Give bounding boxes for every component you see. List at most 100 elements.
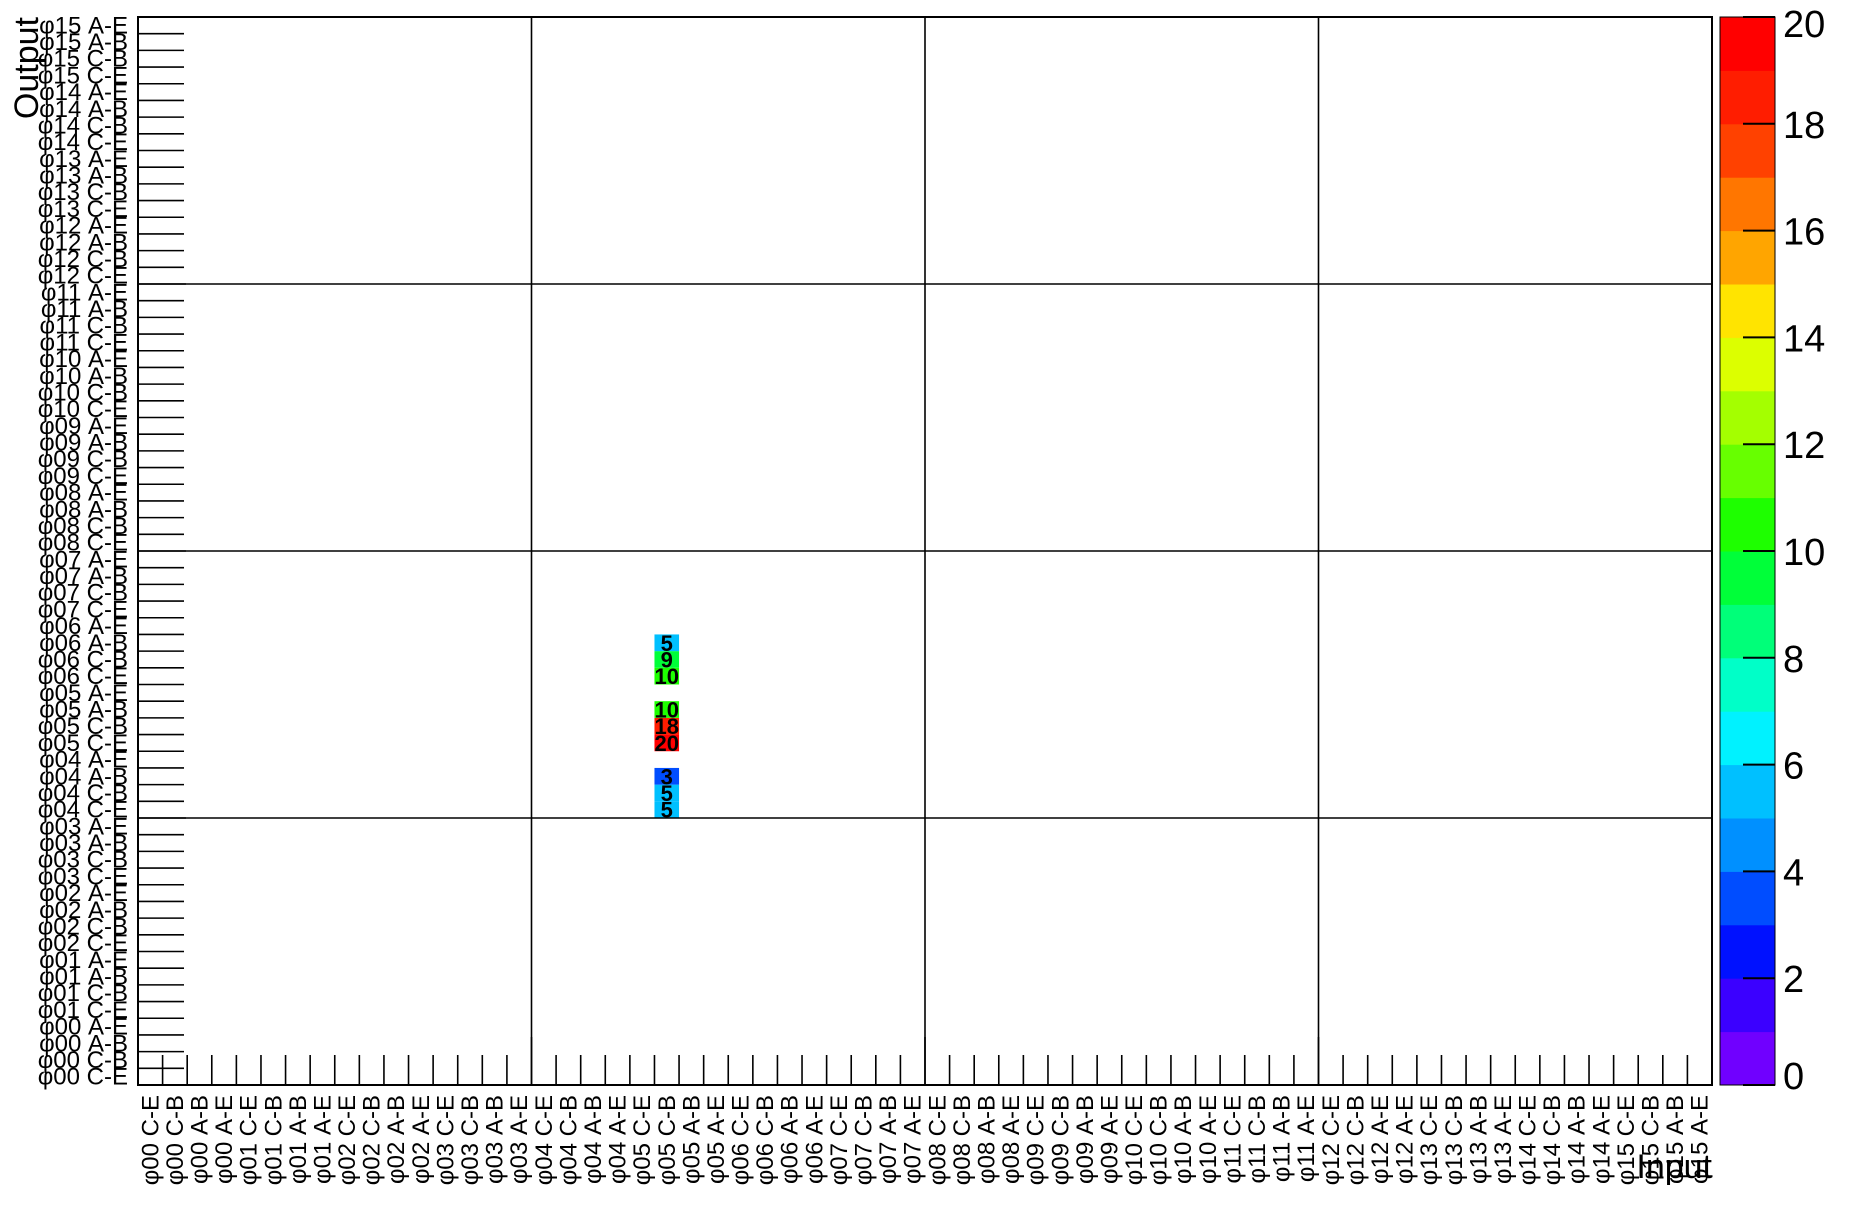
- y-tick-label: φ00 A-E: [39, 1014, 128, 1041]
- heatmap-cell: [654, 667, 680, 685]
- x-tick-label: φ10 A-E: [1195, 1095, 1222, 1184]
- x-tick-label: φ06 C-B: [752, 1095, 779, 1185]
- y-tick-label: φ03 A-E: [39, 813, 128, 840]
- y-tick-label: φ08 A-B: [39, 496, 128, 523]
- x-tick-label: φ13 C-B: [1441, 1095, 1468, 1185]
- y-tick-label: φ05 C-B: [38, 713, 128, 740]
- x-tick-label: φ03 C-B: [457, 1095, 484, 1185]
- color-bar-swatch: [1720, 17, 1775, 71]
- color-bar-ticks: 0 2 4 6 8 10 12 14 16 18 20: [1743, 4, 1825, 1098]
- color-bar-swatch: [1720, 551, 1775, 605]
- y-tick-label: φ03 A-B: [39, 830, 128, 857]
- x-tick-label: φ04 A-B: [580, 1095, 607, 1184]
- x-tick-label: φ09 C-B: [1047, 1095, 1074, 1185]
- x-tick-label: φ07 C-B: [851, 1095, 878, 1185]
- color-bar-tick-label: 18: [1783, 105, 1825, 147]
- y-tick-label: φ06 C-B: [38, 646, 128, 673]
- y-tick-label: φ08 A-E: [39, 480, 128, 507]
- y-tick-label: φ01 A-B: [39, 964, 128, 991]
- cell-value-label: 3: [661, 764, 673, 789]
- heatmap-cell: [654, 767, 680, 785]
- y-tick-label: φ07 C-E: [38, 596, 128, 623]
- y-tick-label: φ02 C-B: [38, 913, 128, 940]
- x-tick-label: φ05 C-E: [629, 1095, 656, 1185]
- cell-value-label: 5: [661, 798, 673, 823]
- grid-lines: [138, 17, 1712, 1085]
- x-tick-label: φ15 C-B: [1638, 1095, 1665, 1185]
- y-tick-label: φ04 C-E: [38, 797, 128, 824]
- cell-value-label: 20: [655, 731, 679, 756]
- heatmap-cells: [654, 634, 680, 818]
- x-tick-label: φ02 C-E: [334, 1095, 361, 1185]
- x-tick-label: φ11 C-E: [1219, 1095, 1246, 1183]
- y-tick-label: φ09 C-B: [38, 446, 128, 473]
- color-bar-swatch: [1720, 818, 1775, 872]
- x-tick-label: φ03 C-E: [432, 1095, 459, 1185]
- y-tick-label: φ05 A-E: [39, 680, 128, 707]
- color-bar-tick-label: 20: [1783, 4, 1825, 46]
- x-axis-ticks: [137, 1037, 1713, 1085]
- y-tick-label: φ03 C-E: [38, 863, 128, 890]
- x-tick-label: φ10 C-E: [1121, 1095, 1148, 1185]
- y-tick-label: φ09 A-B: [39, 430, 128, 457]
- x-tick-label: φ07 A-E: [900, 1095, 927, 1184]
- x-tick-label: φ05 C-B: [654, 1095, 681, 1185]
- color-bar-swatch: [1720, 764, 1775, 819]
- x-tick-label: φ15 C-E: [1613, 1095, 1640, 1185]
- color-bar-tick-label: 8: [1783, 639, 1804, 681]
- y-tick-label: φ09 C-E: [38, 463, 128, 490]
- y-tick-label: φ00 C-B: [38, 1047, 128, 1074]
- x-tick-label: φ00 C-E: [137, 1095, 164, 1185]
- x-tick-label: φ06 C-E: [728, 1095, 755, 1185]
- y-tick-label: φ11 C-E: [40, 329, 128, 356]
- color-bar-swatch: [1720, 123, 1775, 178]
- x-tick-label: φ01 C-E: [236, 1095, 263, 1185]
- y-tick-label: φ07 A-B: [39, 563, 128, 590]
- y-tick-label: φ09 A-E: [39, 413, 128, 440]
- x-tick-label: φ01 A-E: [309, 1095, 336, 1184]
- heatmap-cell: [654, 784, 680, 802]
- y-tick-label: φ10 C-E: [38, 396, 128, 423]
- y-tick-label: φ14 C-B: [38, 112, 128, 139]
- x-tick-label: φ13 A-B: [1465, 1095, 1492, 1184]
- heatmap-cell: [654, 734, 680, 752]
- x-tick-label: φ00 A-E: [211, 1095, 238, 1184]
- y-tick-label: φ04 A-E: [39, 747, 128, 774]
- x-tick-label: φ02 A-E: [408, 1095, 435, 1184]
- y-tick-label: φ11 A-B: [41, 296, 128, 323]
- y-tick-label: φ15 A-E: [39, 12, 128, 39]
- x-tick-label: φ03 A-B: [482, 1095, 509, 1184]
- x-tick-label: φ04 A-E: [605, 1095, 632, 1184]
- x-tick-label: φ07 A-B: [875, 1095, 902, 1184]
- color-bar-swatch: [1720, 1031, 1775, 1086]
- x-tick-label: φ02 C-B: [359, 1095, 386, 1185]
- x-tick-label: φ14 C-E: [1515, 1095, 1542, 1185]
- color-bar-swatch: [1720, 444, 1775, 499]
- x-tick-label: φ12 A-E: [1392, 1095, 1419, 1184]
- y-tick-label: φ12 A-E: [39, 213, 128, 240]
- color-bar-swatch: [1720, 230, 1775, 285]
- y-tick-label: φ11 A-E: [41, 279, 128, 306]
- heatmap-cell: [654, 634, 680, 652]
- y-tick-label: φ04 C-B: [38, 780, 128, 807]
- color-bar: [1719, 16, 1776, 1086]
- x-tick-label: φ04 C-E: [531, 1095, 558, 1185]
- color-bar-swatch: [1720, 657, 1775, 712]
- x-tick-label: φ10 A-B: [1170, 1095, 1197, 1184]
- color-bar-tick-label: 14: [1783, 318, 1825, 360]
- y-tick-label: φ00 C-E: [38, 1064, 128, 1091]
- x-tick-label: φ13 C-E: [1416, 1095, 1443, 1185]
- x-tick-label: φ10 C-B: [1146, 1095, 1173, 1185]
- color-bar-swatch: [1720, 70, 1775, 125]
- color-bar-swatch: [1720, 924, 1775, 979]
- y-tick-label: φ02 A-B: [39, 897, 128, 924]
- x-tick-label: φ08 C-E: [924, 1095, 951, 1185]
- y-tick-label: φ01 C-B: [38, 980, 128, 1007]
- y-tick-label: φ11 C-B: [40, 313, 128, 340]
- y-tick-label: φ14 A-E: [39, 79, 128, 106]
- color-bar-swatch: [1720, 978, 1775, 1033]
- x-tick-label: φ05 A-B: [678, 1095, 705, 1184]
- cell-value-label: 5: [661, 631, 673, 656]
- color-bar-tick-label: 0: [1783, 1056, 1804, 1098]
